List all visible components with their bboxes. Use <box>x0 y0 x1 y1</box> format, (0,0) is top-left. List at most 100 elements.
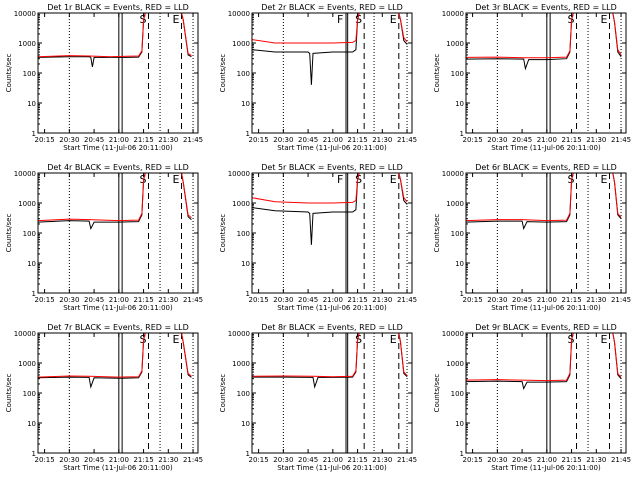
x-tick-label: 20:45 <box>512 456 532 464</box>
x-tick-label: 21:45 <box>183 456 203 464</box>
y-axis-label: Counts/sec <box>5 214 13 253</box>
marker-label: E <box>390 13 397 26</box>
x-axis-label: Start Time (11-Jul-06 20:11:00) <box>63 144 173 152</box>
x-tick-label: 20:30 <box>59 296 79 304</box>
x-tick-label: 20:15 <box>35 136 55 144</box>
y-tick-label: 100 <box>23 230 36 238</box>
x-axis-label: Start Time (11-Jul-06 20:11:00) <box>63 464 173 472</box>
x-tick-label: 20:45 <box>512 136 532 144</box>
x-tick-label: 20:30 <box>487 136 507 144</box>
y-tick-label: 1 <box>246 290 250 298</box>
panel-title: Det 9r BLACK = Events, RED = LLD <box>475 323 617 332</box>
x-tick-label: 20:30 <box>59 456 79 464</box>
y-tick-label: 100 <box>451 70 464 78</box>
y-tick-label: 1000 <box>232 360 250 368</box>
x-tick-label: 21:15 <box>561 136 581 144</box>
marker-label: E <box>601 173 608 186</box>
events-series-line <box>251 172 408 245</box>
plot-frame <box>251 172 413 294</box>
x-axis-label: Start Time (11-Jul-06 20:11:00) <box>491 464 601 472</box>
plot-frame <box>465 172 627 294</box>
x-tick-label: 20:45 <box>298 136 318 144</box>
y-axis-label: Counts/sec <box>219 214 227 253</box>
marker-label: F <box>337 13 343 26</box>
lld-series-line <box>251 12 408 44</box>
x-tick-label: 21:15 <box>347 296 367 304</box>
x-tick-label: 21:30 <box>158 136 178 144</box>
x-tick-label: 20:30 <box>59 136 79 144</box>
x-tick-label: 20:15 <box>249 136 269 144</box>
x-tick-label: 20:15 <box>463 136 483 144</box>
panel-title: Det 6r BLACK = Events, RED = LLD <box>475 163 617 172</box>
lld-series-line <box>37 172 192 222</box>
x-tick-label: 21:45 <box>397 456 417 464</box>
y-tick-label: 10000 <box>442 330 464 338</box>
x-tick-label: 21:45 <box>611 456 631 464</box>
plot-frame <box>465 12 627 134</box>
x-tick-label: 21:45 <box>183 296 203 304</box>
events-series-line <box>251 12 408 85</box>
x-tick-label: 21:30 <box>586 456 606 464</box>
x-tick-label: 20:30 <box>273 456 293 464</box>
plot-frame <box>251 12 413 134</box>
y-tick-label: 1000 <box>18 360 36 368</box>
x-tick-label: 20:30 <box>273 296 293 304</box>
plot-frame <box>465 332 627 454</box>
x-tick-label: 21:00 <box>537 456 557 464</box>
x-tick-label: 21:00 <box>537 296 557 304</box>
plot-frame <box>37 332 199 454</box>
plot-frame <box>37 12 199 134</box>
y-tick-label: 10 <box>241 260 250 268</box>
y-axis-label: Counts/sec <box>219 54 227 93</box>
x-tick-label: 20:15 <box>35 456 55 464</box>
plot-frame <box>37 172 199 294</box>
x-tick-label: 20:45 <box>84 296 104 304</box>
lld-series-line <box>465 12 622 59</box>
x-tick-label: 21:15 <box>133 296 153 304</box>
marker-label: E <box>601 13 608 26</box>
y-tick-label: 10000 <box>442 10 464 18</box>
x-tick-label: 21:15 <box>133 456 153 464</box>
panel-title: Det 7r BLACK = Events, RED = LLD <box>47 323 189 332</box>
y-axis-label: Counts/sec <box>433 214 441 253</box>
marker-label: E <box>173 13 180 26</box>
x-tick-label: 21:30 <box>586 296 606 304</box>
x-tick-label: 20:45 <box>512 296 532 304</box>
y-tick-label: 1 <box>246 130 250 138</box>
x-axis-label: Start Time (11-Jul-06 20:11:00) <box>277 464 387 472</box>
panel-title: Det 8r BLACK = Events, RED = LLD <box>261 323 403 332</box>
y-tick-label: 10 <box>241 100 250 108</box>
y-tick-label: 1000 <box>232 200 250 208</box>
x-tick-label: 21:45 <box>397 136 417 144</box>
x-axis-label: Start Time (11-Jul-06 20:11:00) <box>277 144 387 152</box>
y-tick-label: 100 <box>23 70 36 78</box>
marker-label: S <box>568 173 575 186</box>
y-tick-label: 100 <box>237 390 250 398</box>
x-tick-label: 21:30 <box>372 456 392 464</box>
x-tick-label: 20:15 <box>249 296 269 304</box>
y-tick-label: 10000 <box>228 330 250 338</box>
x-tick-label: 21:30 <box>158 456 178 464</box>
y-tick-label: 1000 <box>446 200 464 208</box>
y-tick-label: 10000 <box>228 10 250 18</box>
y-tick-label: 10 <box>27 260 36 268</box>
y-tick-label: 1 <box>32 450 36 458</box>
x-tick-label: 20:30 <box>487 456 507 464</box>
x-tick-label: 21:15 <box>347 136 367 144</box>
y-tick-label: 10 <box>241 420 250 428</box>
y-tick-label: 10 <box>455 100 464 108</box>
y-tick-label: 10 <box>455 260 464 268</box>
y-tick-label: 1 <box>32 290 36 298</box>
y-tick-label: 10000 <box>14 10 36 18</box>
y-tick-label: 10000 <box>14 330 36 338</box>
y-axis-label: Counts/sec <box>219 374 227 413</box>
marker-label: E <box>601 333 608 346</box>
events-series-line <box>252 332 408 389</box>
y-tick-label: 1000 <box>18 200 36 208</box>
x-tick-label: 20:15 <box>35 296 55 304</box>
lld-series-line <box>37 332 192 378</box>
